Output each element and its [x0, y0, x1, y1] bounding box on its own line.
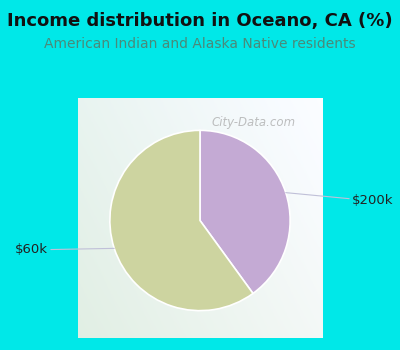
Wedge shape	[200, 130, 290, 293]
Text: Income distribution in Oceano, CA (%): Income distribution in Oceano, CA (%)	[7, 12, 393, 30]
Text: City-Data.com: City-Data.com	[212, 116, 296, 129]
Text: American Indian and Alaska Native residents: American Indian and Alaska Native reside…	[44, 37, 356, 51]
Text: $200k: $200k	[286, 193, 393, 208]
Wedge shape	[110, 130, 253, 311]
Text: $60k: $60k	[15, 243, 114, 257]
